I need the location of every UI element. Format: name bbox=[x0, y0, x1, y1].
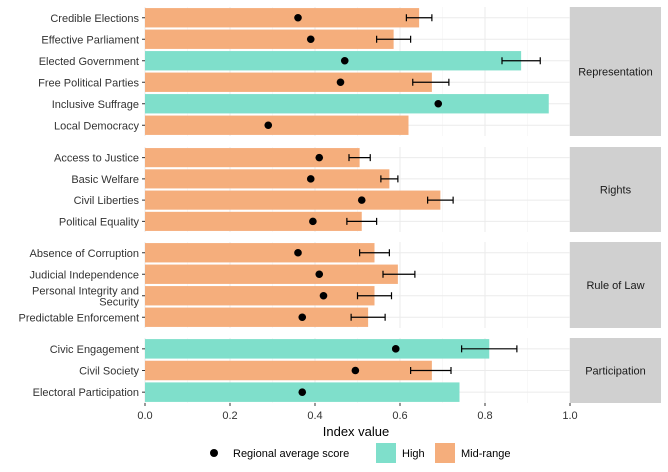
errorbar-political-equality bbox=[346, 217, 378, 225]
regional-avg-point-effective-parliament bbox=[306, 35, 315, 44]
facet-strip-rights bbox=[570, 147, 661, 232]
y-label-political-equality: Political Equality bbox=[59, 216, 140, 228]
legend-swatch-mid-range bbox=[435, 443, 455, 463]
x-axis: 0.0 0.2 0.4 0.6 0.8 1.0 bbox=[137, 17, 578, 422]
y-label-inclusive-suffrage: Inclusive Suffrage bbox=[52, 99, 139, 111]
regional-avg-point-predictable-enforcement bbox=[298, 313, 307, 322]
regional-avg-point-free-political-parties bbox=[336, 78, 345, 87]
y-label-civil-society: Civil Society bbox=[79, 366, 139, 378]
regional-avg-point-political-equality bbox=[309, 217, 317, 226]
facet-strip-rule-of-law bbox=[570, 242, 661, 328]
y-label-effective-parliament: Effective Parliament bbox=[41, 34, 139, 46]
errorbar-effective-parliament bbox=[376, 35, 412, 43]
y-labels-layer: Credible Elections Effective Parliament El… bbox=[19, 13, 140, 399]
errorbar-elected-government bbox=[501, 57, 541, 65]
bar-elected-government bbox=[145, 51, 522, 71]
bar-credible-elections bbox=[145, 8, 420, 28]
errorbar-civil-liberties bbox=[427, 196, 454, 204]
regional-avg-point-civil-society bbox=[351, 366, 360, 375]
facet-strip-representation bbox=[570, 7, 661, 136]
regional-avg-point-elected-government bbox=[340, 56, 349, 65]
y-label-basic-welfare: Basic Welfare bbox=[71, 174, 139, 186]
errorbar-basic-welfare bbox=[380, 175, 399, 183]
bar-absence-of-corruption bbox=[145, 243, 375, 263]
bars-layer bbox=[145, 8, 549, 402]
y-label-credible-elections: Credible Elections bbox=[50, 13, 139, 25]
y-label-electoral-participation: Electoral Participation bbox=[33, 387, 139, 399]
facet-strip-label: Rights bbox=[600, 185, 632, 197]
errorbars-layer bbox=[346, 14, 541, 374]
y-label-judicial-independence: Judicial Independence bbox=[30, 269, 139, 281]
y-label-personal-integrity-and-security: Personal Integrity and Security bbox=[32, 285, 140, 308]
regional-avg-point-inclusive-suffrage bbox=[434, 99, 443, 108]
x-tick-label: 0.2 bbox=[222, 410, 237, 422]
facet-strips-layer: Representation Rights Rule of Law Participa… bbox=[570, 7, 661, 403]
x-tick-label: 0.0 bbox=[137, 410, 152, 422]
regional-avg-point-civic-engagement bbox=[391, 345, 400, 353]
y-label-local-democracy: Local Democracy bbox=[54, 120, 139, 132]
facet-strip-label: Rule of Law bbox=[586, 280, 644, 292]
x-tick-label: 0.8 bbox=[477, 410, 492, 422]
errorbar-absence-of-corruption bbox=[359, 249, 390, 257]
regional-avg-point-civil-liberties bbox=[357, 196, 366, 204]
x-tick-label: 1.0 bbox=[562, 410, 577, 422]
y-label-absence-of-corruption: Absence of Corruption bbox=[30, 248, 139, 260]
bar-civil-society bbox=[145, 360, 432, 381]
legend-point-label: Regional average score bbox=[233, 448, 349, 460]
errorbar-judicial-independence bbox=[382, 270, 416, 278]
regional-avg-point-personal-integrity-and-security bbox=[319, 291, 328, 300]
errorbar-civil-society bbox=[410, 367, 452, 374]
bar-civic-engagement bbox=[145, 339, 490, 359]
y-label-elected-government: Elected Government bbox=[39, 56, 139, 68]
y-label-civic-engagement: Civic Engagement bbox=[50, 344, 139, 356]
points-layer bbox=[264, 13, 443, 396]
legend-swatch-high bbox=[376, 443, 396, 463]
bar-free-political-parties bbox=[145, 72, 432, 92]
facet-strip-label: Participation bbox=[585, 366, 646, 378]
errorbar-credible-elections bbox=[405, 14, 433, 22]
regional-avg-point-basic-welfare bbox=[306, 175, 315, 183]
y-label-civil-liberties: Civil Liberties bbox=[74, 195, 140, 207]
bar-basic-welfare bbox=[145, 169, 390, 189]
bar-civil-liberties bbox=[145, 190, 441, 210]
errorbar-civic-engagement bbox=[461, 345, 518, 353]
legend: Regional average score High Mid-range bbox=[210, 443, 511, 463]
bar-access-to-justice bbox=[145, 148, 360, 168]
regional-avg-point-electoral-participation bbox=[298, 388, 307, 396]
bar-predictable-enforcement bbox=[145, 307, 369, 327]
facet-strip-participation bbox=[570, 338, 661, 403]
legend-label-high: High bbox=[402, 448, 425, 460]
bar-local-democracy bbox=[145, 115, 409, 135]
bar-effective-parliament bbox=[145, 29, 394, 49]
regional-avg-point-judicial-independence bbox=[315, 270, 324, 279]
errorbar-free-political-parties bbox=[412, 78, 450, 86]
bar-inclusive-suffrage bbox=[145, 94, 549, 114]
y-label-predictable-enforcement: Predictable Enforcement bbox=[19, 312, 139, 324]
regional-avg-point-access-to-justice bbox=[315, 153, 324, 162]
errorbar-personal-integrity-and-security bbox=[356, 292, 393, 300]
x-axis-title: Index value bbox=[323, 424, 390, 439]
y-label-free-political-parties: Free Political Parties bbox=[38, 77, 139, 89]
x-tick-label: 0.6 bbox=[392, 410, 407, 422]
regional-avg-point-absence-of-corruption bbox=[294, 248, 302, 257]
bar-personal-integrity-and-security bbox=[145, 286, 375, 306]
y-label-access-to-justice: Access to Justice bbox=[54, 153, 139, 165]
bar-political-equality bbox=[145, 211, 362, 231]
regional-avg-point-local-democracy bbox=[264, 121, 273, 130]
bar-judicial-independence bbox=[145, 264, 398, 284]
legend-point-icon bbox=[210, 449, 218, 457]
x-tick-label: 0.4 bbox=[307, 410, 322, 422]
errorbar-access-to-justice bbox=[348, 154, 371, 162]
facet-strip-label: Representation bbox=[578, 67, 653, 79]
errorbar-predictable-enforcement bbox=[350, 313, 386, 321]
legend-label-mid-range: Mid-range bbox=[461, 448, 511, 460]
regional-avg-point-credible-elections bbox=[294, 13, 302, 22]
